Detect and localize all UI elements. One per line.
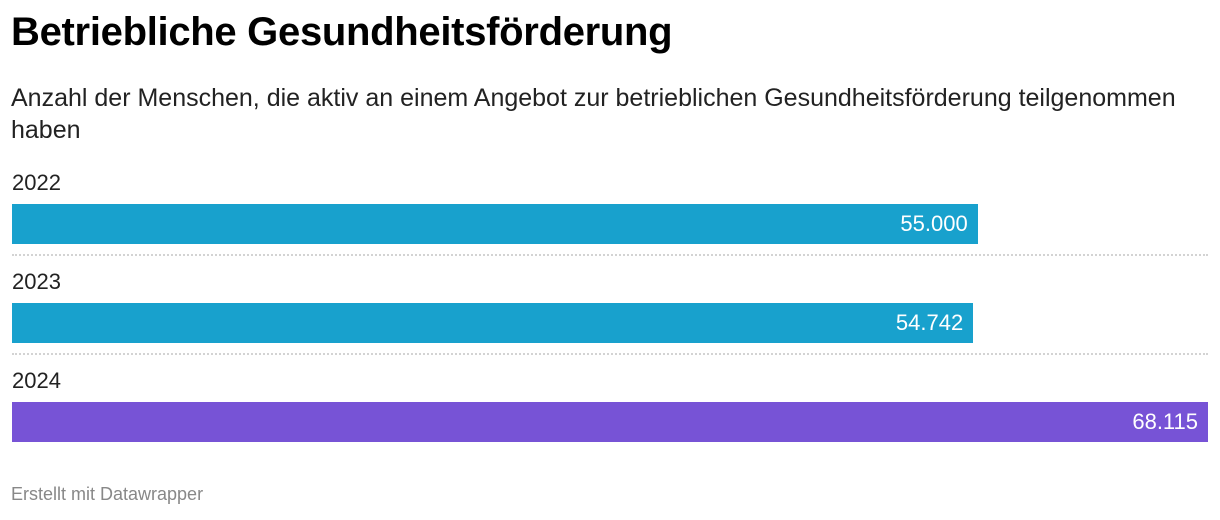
row-separator bbox=[12, 254, 1208, 256]
bar-2023: 54.742 bbox=[12, 303, 974, 343]
bar-2022: 55.000 bbox=[12, 204, 978, 244]
bar-2024: 68.115 bbox=[12, 402, 1208, 442]
footer-credit: Erstellt mit Datawrapper bbox=[11, 484, 204, 504]
row-separator bbox=[12, 353, 1208, 355]
bar-value-label: 54.742 bbox=[895, 310, 964, 335]
chart-title: Betriebliche Gesundheitsförderung bbox=[11, 10, 673, 54]
bar-value-label: 68.115 bbox=[1132, 409, 1198, 434]
bar-value-label: 55.000 bbox=[900, 211, 968, 236]
chart-subtitle: Anzahl der Menschen, die aktiv an einem … bbox=[11, 84, 1176, 144]
category-label: 2022 bbox=[12, 170, 61, 195]
category-label: 2024 bbox=[12, 368, 61, 393]
category-label: 2023 bbox=[12, 269, 61, 294]
